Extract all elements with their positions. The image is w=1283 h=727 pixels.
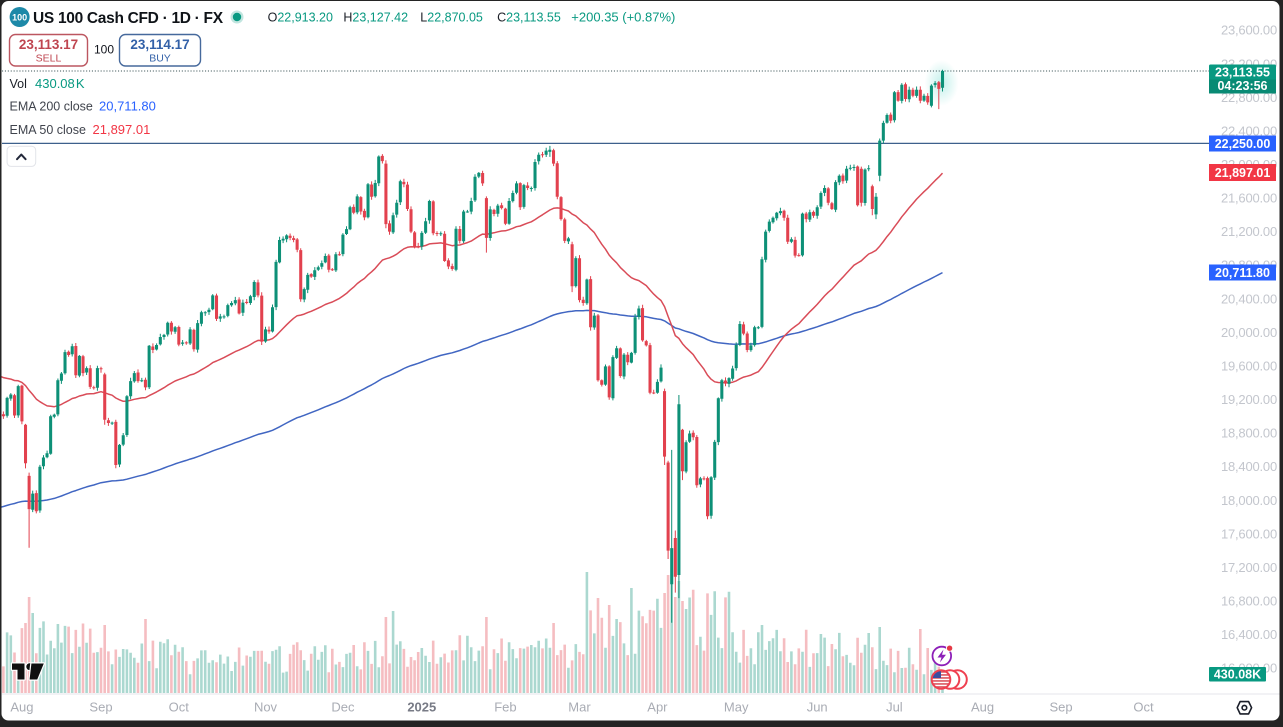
svg-text:20,711.80: 20,711.80 xyxy=(99,99,156,114)
svg-text:SELL: SELL xyxy=(36,53,62,65)
svg-text:O22,913.20: O22,913.20 xyxy=(268,11,333,25)
svg-text:22,250.00: 22,250.00 xyxy=(1215,137,1271,151)
svg-text:23,113.17: 23,113.17 xyxy=(19,37,78,52)
svg-text:430.08 K: 430.08 K xyxy=(35,76,85,91)
svg-text:+200.35 (+0.87%): +200.35 (+0.87%) xyxy=(571,10,675,25)
svg-text:23,113.55: 23,113.55 xyxy=(1215,66,1270,80)
svg-text:16,400.00: 16,400.00 xyxy=(1221,627,1277,642)
svg-text:Aug: Aug xyxy=(10,700,33,715)
svg-text:EMA 200 close: EMA 200 close xyxy=(10,100,93,114)
svg-text:16,800.00: 16,800.00 xyxy=(1221,594,1277,609)
svg-text:430.08K: 430.08K xyxy=(1214,668,1261,682)
svg-text:23,600.00: 23,600.00 xyxy=(1221,23,1277,38)
svg-text:17,600.00: 17,600.00 xyxy=(1221,526,1277,541)
svg-text:04:23:56: 04:23:56 xyxy=(1217,79,1267,93)
svg-text:Nov: Nov xyxy=(254,700,278,715)
svg-text:22,800.00: 22,800.00 xyxy=(1221,90,1277,105)
svg-text:21,600.00: 21,600.00 xyxy=(1221,191,1277,206)
svg-text:Sep: Sep xyxy=(89,700,112,715)
svg-text:20,400.00: 20,400.00 xyxy=(1221,291,1277,306)
svg-text:L22,870.05: L22,870.05 xyxy=(420,11,483,25)
svg-text:May: May xyxy=(724,700,749,715)
svg-text:22,400.00: 22,400.00 xyxy=(1221,123,1277,138)
svg-text:Sep: Sep xyxy=(1050,700,1073,715)
svg-text:18,800.00: 18,800.00 xyxy=(1221,426,1277,441)
svg-text:Dec: Dec xyxy=(331,700,355,715)
svg-text:21,897.01: 21,897.01 xyxy=(1215,166,1271,180)
svg-text:23,114.17: 23,114.17 xyxy=(130,37,189,52)
svg-text:100: 100 xyxy=(12,13,27,23)
svg-text:C23,113.55: C23,113.55 xyxy=(497,11,561,25)
svg-text:18,400.00: 18,400.00 xyxy=(1221,459,1277,474)
svg-text:H23,127.42: H23,127.42 xyxy=(343,11,408,25)
svg-text:EMA 50 close: EMA 50 close xyxy=(10,123,86,137)
svg-text:BUY: BUY xyxy=(149,53,171,65)
svg-text:20,000.00: 20,000.00 xyxy=(1221,325,1277,340)
svg-text:19,200.00: 19,200.00 xyxy=(1221,392,1277,407)
svg-text:17,200.00: 17,200.00 xyxy=(1221,560,1277,575)
svg-text:Feb: Feb xyxy=(494,700,516,715)
svg-text:Apr: Apr xyxy=(647,700,668,715)
svg-text:100: 100 xyxy=(94,43,114,57)
svg-text:18,000.00: 18,000.00 xyxy=(1221,493,1277,508)
svg-text:Oct: Oct xyxy=(1133,700,1154,715)
svg-text:20,711.80: 20,711.80 xyxy=(1215,266,1270,280)
svg-text:2025: 2025 xyxy=(407,700,436,715)
svg-text:US 100 Cash CFD · 1D · FX: US 100 Cash CFD · 1D · FX xyxy=(33,10,224,27)
svg-text:21,200.00: 21,200.00 xyxy=(1221,224,1277,239)
svg-text:19,600.00: 19,600.00 xyxy=(1221,359,1277,374)
svg-text:Oct: Oct xyxy=(169,700,190,715)
svg-text:Aug: Aug xyxy=(971,700,994,715)
svg-text:Mar: Mar xyxy=(568,700,591,715)
svg-text:21,897.01: 21,897.01 xyxy=(93,122,151,137)
svg-text:Jun: Jun xyxy=(807,700,828,715)
svg-text:Jul: Jul xyxy=(886,700,903,715)
svg-text:Vol: Vol xyxy=(10,77,27,91)
